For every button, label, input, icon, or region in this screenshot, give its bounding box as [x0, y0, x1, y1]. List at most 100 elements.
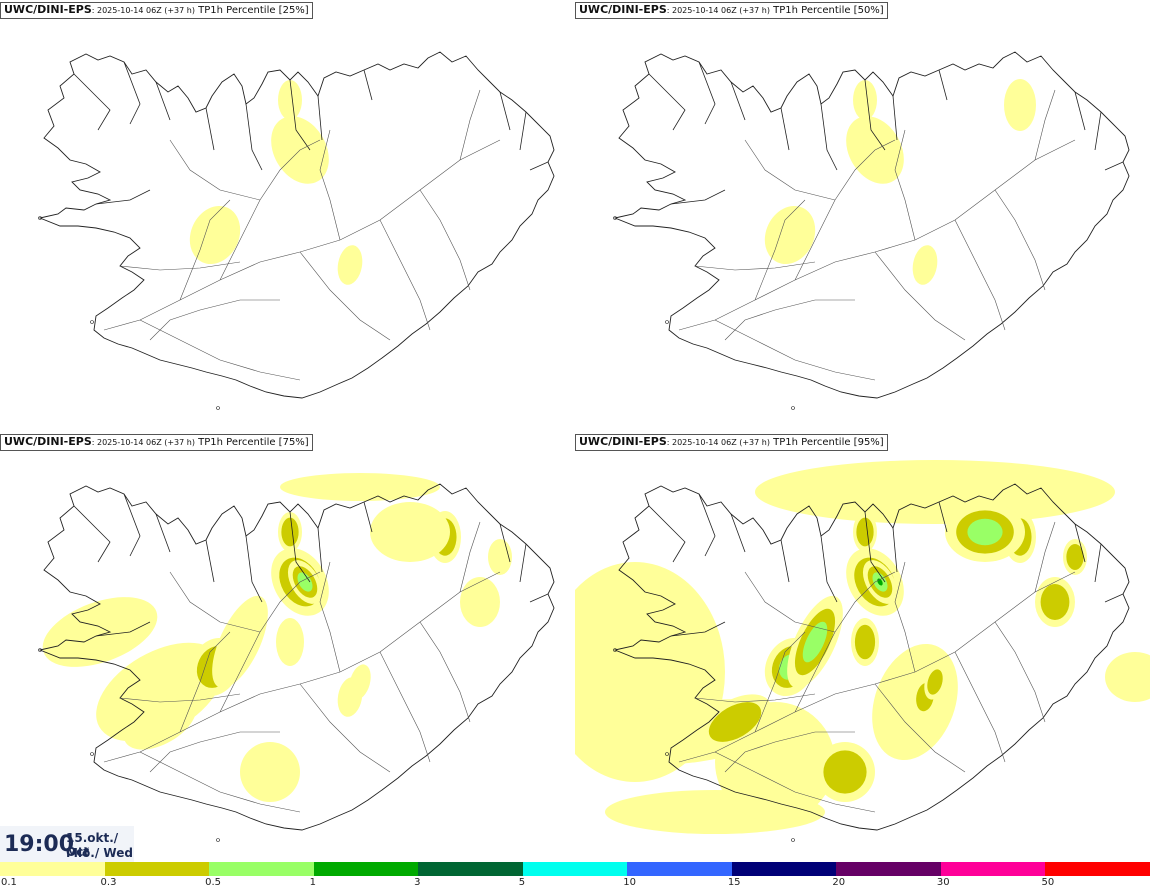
precip-contour — [856, 517, 874, 547]
precip-contour — [708, 702, 762, 742]
fjord-line — [1074, 91, 1086, 131]
fjord-line — [245, 103, 263, 171]
precip-contour — [278, 80, 302, 120]
fjord-line — [698, 493, 716, 557]
legend-swatch — [418, 862, 524, 876]
precip-contour — [1105, 652, 1150, 702]
iceland-map — [38, 473, 555, 842]
road-line — [714, 319, 876, 381]
road-line — [119, 693, 241, 703]
panel-title: UWC/DINI-EPS: 2025-10-14 06Z (+37 h) TP1… — [0, 2, 313, 19]
color-legend — [0, 862, 1150, 876]
road-line — [724, 731, 855, 773]
fjord-line — [864, 79, 886, 151]
fjord-line — [698, 61, 716, 125]
iceland-map — [38, 51, 555, 410]
island — [216, 838, 220, 842]
variable-name: TP1h Percentile [75%] — [194, 437, 309, 448]
road-line — [744, 571, 836, 633]
legend-tick-label: 15 — [727, 877, 741, 888]
precip-contour — [967, 518, 1003, 546]
precip-contour — [337, 245, 363, 285]
precip-contour — [1040, 584, 1070, 620]
road-line — [794, 139, 896, 281]
fjord-line — [73, 505, 111, 563]
valid-date: 15.okt./ Oct — [66, 831, 119, 859]
precip-contour — [802, 621, 828, 663]
road-line — [319, 129, 341, 241]
legend-swatch — [627, 862, 733, 876]
legend-swatch — [731, 862, 837, 876]
fjord-line — [670, 621, 726, 637]
road-line — [874, 683, 966, 773]
precip-contour — [912, 245, 938, 285]
fjord-line — [123, 493, 141, 557]
precip-contour — [281, 517, 299, 547]
road-line — [419, 621, 471, 723]
road-line — [694, 693, 816, 703]
fjord-line — [73, 73, 111, 131]
fjord-line — [820, 535, 838, 603]
fjord-line — [245, 535, 263, 603]
iceland-map — [575, 460, 1150, 842]
road-line — [119, 261, 241, 271]
road-line — [1034, 521, 1056, 593]
precip-layer — [42, 473, 512, 802]
road-line — [459, 89, 481, 161]
road-line — [954, 219, 1006, 331]
island — [216, 406, 220, 410]
precip-contour — [349, 664, 371, 700]
legend-swatch — [522, 862, 628, 876]
fjord-line — [1104, 161, 1124, 171]
road-line — [694, 261, 816, 271]
precip-contour — [370, 502, 450, 562]
fjord-line — [820, 103, 838, 171]
fjord-line — [205, 107, 215, 151]
precip-layer — [575, 460, 1150, 834]
legend-tick-label: 0.5 — [205, 877, 221, 888]
precip-contour — [297, 572, 313, 592]
precip-layer — [764, 79, 1036, 285]
legend-tick-label: 0.3 — [100, 877, 117, 888]
road-line — [139, 751, 301, 813]
precip-contour — [823, 750, 867, 794]
precip-contour — [755, 460, 1115, 524]
road-line — [219, 139, 321, 281]
road-line — [169, 139, 261, 201]
fjord-line — [155, 513, 171, 553]
fjord-line — [780, 539, 790, 583]
legend-tick-label: 3 — [414, 877, 421, 888]
valid-time-box: 19:00 15.okt./ Oct Mið./ Wed — [0, 826, 134, 862]
precip-contour — [927, 669, 943, 695]
legend-swatch — [209, 862, 315, 876]
variable-name: TP1h Percentile [50%] — [769, 5, 884, 16]
variable-name: TP1h Percentile [25%] — [194, 5, 309, 16]
fjord-line — [317, 95, 323, 141]
coastline — [613, 51, 1130, 399]
fjord-line — [1094, 111, 1102, 151]
map-panel-p95: UWC/DINI-EPS: 2025-10-14 06Z (+37 h) TP1… — [575, 432, 1150, 862]
fjord-line — [95, 621, 151, 637]
fjord-line — [1094, 543, 1102, 583]
precip-contour — [854, 624, 876, 660]
fjord-line — [938, 501, 948, 533]
island — [613, 648, 617, 652]
island — [90, 320, 94, 324]
map-panel-p25: UWC/DINI-EPS: 2025-10-14 06Z (+37 h) TP1… — [0, 0, 575, 430]
precip-contour — [764, 205, 816, 265]
road-line — [714, 751, 876, 813]
run-info: : 2025-10-14 06Z (+37 h) — [666, 6, 770, 15]
precip-contour — [1066, 544, 1084, 570]
valid-weekday: Mið./ Wed — [66, 846, 133, 860]
road-line — [139, 319, 301, 381]
legend-swatch — [104, 862, 210, 876]
fjord-line — [529, 161, 549, 171]
legend-tick-label: 0.1 — [1, 877, 17, 888]
road-line — [874, 251, 966, 341]
fjord-line — [499, 523, 511, 563]
island — [90, 752, 94, 756]
legend-tick-label: 5 — [518, 877, 526, 888]
road-line — [754, 631, 806, 733]
fjord-line — [864, 511, 886, 583]
map-panel-p75: UWC/DINI-EPS: 2025-10-14 06Z (+37 h) TP1… — [0, 432, 575, 862]
